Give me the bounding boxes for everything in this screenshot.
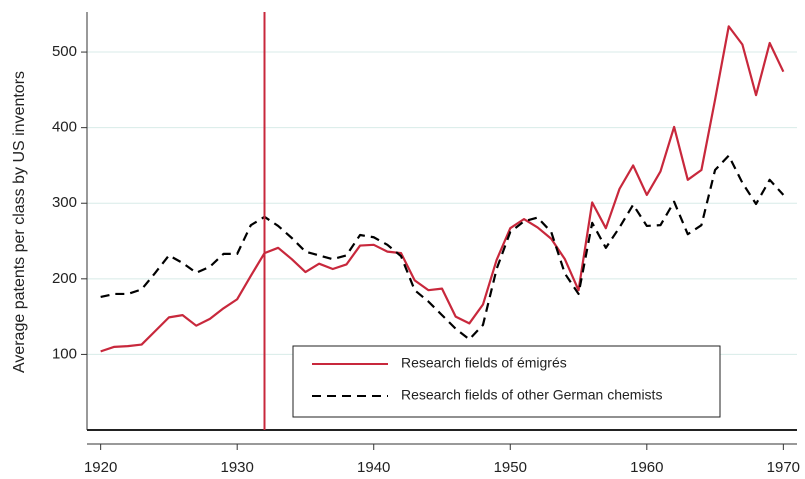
data-line — [100, 154, 785, 341]
x-tick-label: 1940 — [357, 459, 390, 476]
x-tick-label: 1920 — [84, 459, 117, 476]
y-axis-label: Average patents per class by US inventor… — [11, 71, 28, 373]
y-tick-label: 500 — [52, 43, 77, 60]
y-tick-label: 300 — [52, 194, 77, 211]
x-tick-label: 1950 — [494, 459, 527, 476]
y-tick-label: 400 — [52, 119, 77, 136]
legend-label: Research fields of émigrés — [401, 355, 567, 371]
x-tick-label: 1930 — [221, 459, 254, 476]
y-tick-label: 200 — [52, 270, 77, 287]
legend-label: Research fields of other German chemists — [401, 387, 662, 403]
legend-box — [292, 345, 721, 418]
data-line — [100, 25, 785, 353]
x-tick-label: 1960 — [630, 459, 663, 476]
x-tick-label: 1970 — [767, 459, 800, 476]
y-tick-label: 100 — [52, 345, 77, 362]
